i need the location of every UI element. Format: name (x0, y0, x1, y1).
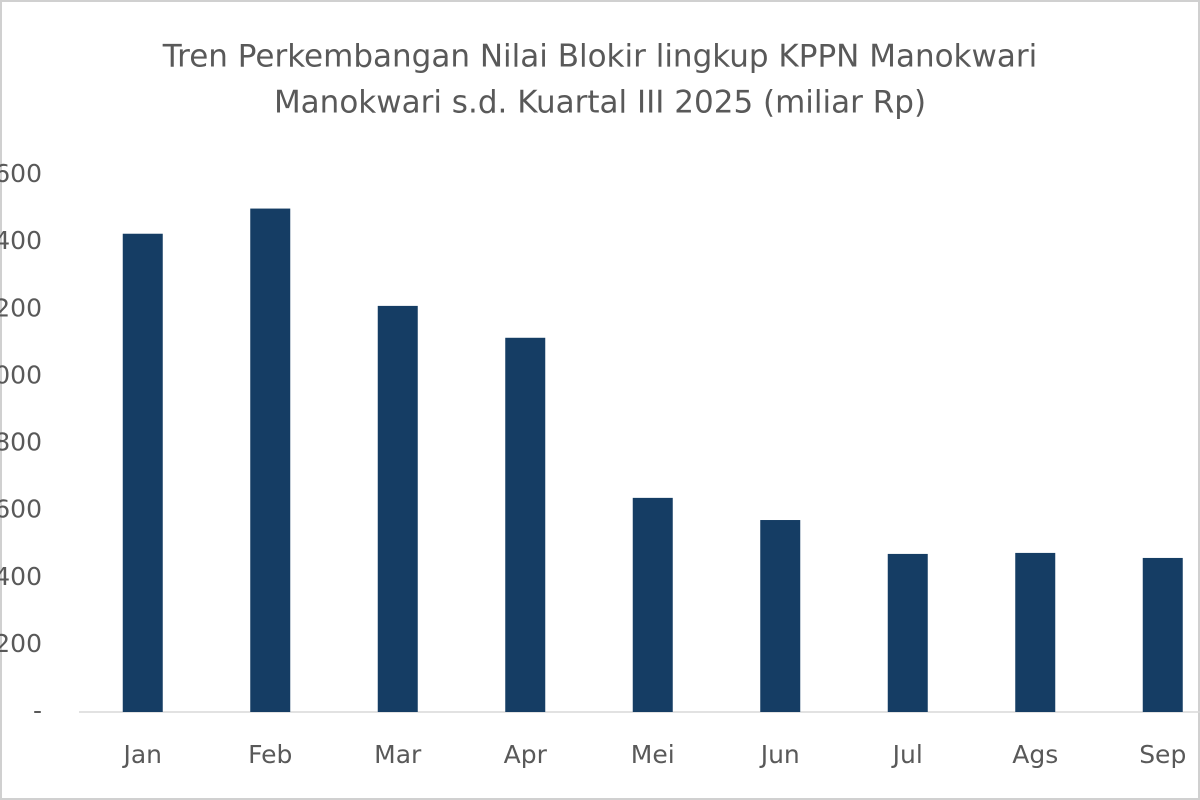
chart-title: Tren Perkembangan Nilai Blokir lingkup K… (162, 39, 1037, 75)
y-tick-label: - (33, 696, 42, 725)
x-tick-label: Ags (1012, 740, 1058, 769)
x-tick-label: Jun (759, 740, 800, 769)
bar (1015, 552, 1056, 712)
y-tick-label: 200 (0, 629, 42, 658)
y-tick-label: 1.000 (0, 360, 42, 389)
x-tick-label: Mar (374, 740, 422, 769)
bar (122, 233, 163, 712)
bar (887, 553, 928, 712)
y-tick-label: 1.400 (0, 226, 42, 255)
x-tick-label: Sep (1139, 740, 1186, 769)
bar (632, 497, 673, 712)
x-tick-label: Apr (504, 740, 548, 769)
y-tick-label: 1.200 (0, 293, 42, 322)
x-tick-label: Feb (248, 740, 292, 769)
bar (760, 520, 801, 712)
y-tick-label: 800 (0, 428, 42, 457)
bar (1142, 557, 1183, 712)
x-tick-label: Jan (121, 740, 162, 769)
bar (377, 305, 418, 712)
bar (250, 208, 291, 712)
y-tick-label: 600 (0, 495, 42, 524)
bar (505, 337, 546, 712)
y-tick-label: 400 (0, 562, 42, 591)
y-tick-label: 1.600 (0, 159, 42, 188)
x-tick-label: Jul (891, 740, 923, 769)
chart-title: Manokwari s.d. Kuartal III 2025 (miliar … (274, 85, 926, 121)
x-tick-label: Mei (631, 740, 675, 769)
